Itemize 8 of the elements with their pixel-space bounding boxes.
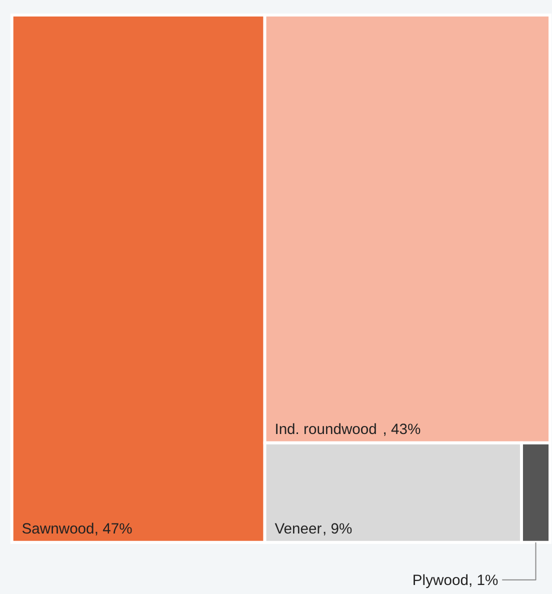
data-label: , 9% — [322, 521, 352, 538]
category-label: Veneer — [274, 521, 322, 538]
data-label: , 1% — [468, 572, 498, 589]
category-label: Sawnwood — [22, 521, 94, 538]
category-label: Ind. roundwood — [274, 422, 377, 438]
data-label: , 47% — [94, 521, 132, 538]
category-label: Plywood — [412, 572, 468, 589]
data-label: , 43% — [382, 422, 421, 438]
